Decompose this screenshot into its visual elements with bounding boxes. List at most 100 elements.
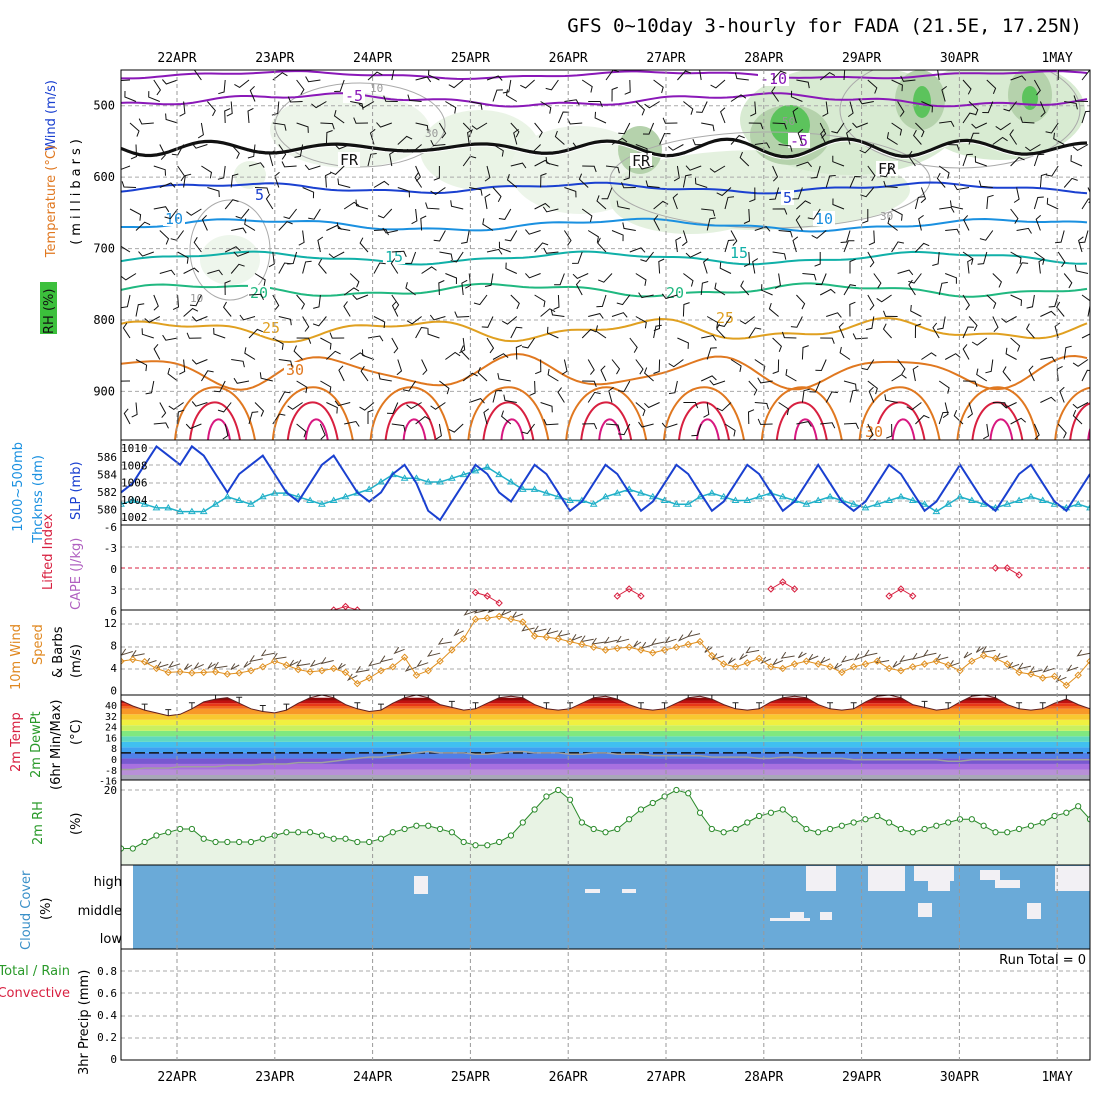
wind10-point [826,663,834,671]
wind10-barb [230,663,240,670]
wind-barb [682,174,692,188]
wind-barb [271,101,280,116]
wind10-point [389,663,397,671]
wind-barb [526,144,541,154]
rh2m-point [342,835,349,842]
temp-minmax [377,703,384,711]
wind-barb [992,402,1008,409]
wind-barb [811,230,827,239]
wind-barb [450,251,464,263]
wind-barb [976,368,988,382]
wind-barb [406,144,422,153]
thickness-point [956,492,964,500]
cloud-gap [1055,866,1090,891]
temp-minmax [782,695,784,698]
wind10-barb [437,637,452,645]
wind-barb [750,101,757,117]
wind10-point [188,669,196,677]
wind-barb [658,258,665,274]
ylabel-thickness-2: Thcknss (dm) [31,455,46,544]
wind-barb [709,165,726,173]
wind10-barb [1066,664,1079,672]
ylabel-cloud-2: (%) [39,898,54,921]
date-label-bottom: 30APR [940,1070,979,1085]
wind-barb [1033,423,1040,440]
wind-barb [367,153,377,167]
wind-barb [739,316,756,325]
rh2m-point [720,829,727,836]
wind-barb [281,161,297,168]
tick-slp: 1004 [121,494,148,507]
date-label-top: 27APR [646,51,685,66]
rh-label: 30 [425,127,438,140]
rh2m-point [732,825,739,833]
wind-barb [730,359,742,372]
wind-barb [683,273,694,287]
wind-barb [498,241,511,253]
temp-minmax [687,695,689,698]
wind-barb [415,415,431,425]
isotherm-label: 10 [815,210,833,228]
thickness-point [128,496,137,503]
wind-barb [1070,155,1083,167]
temp-minmax [732,702,739,709]
wind-barb [572,142,589,149]
rh2m-point [129,845,136,852]
wind-barb [135,221,151,231]
temp-minmax [283,703,290,711]
rh2m-point [425,822,432,829]
wind-barb [748,380,758,396]
wind-barb [1046,197,1059,210]
wind-barb [815,359,827,372]
wind-barb [535,359,542,375]
wind-barb [714,282,726,296]
wind-barb [1064,101,1078,110]
wind-barb [171,144,185,156]
thickness-point [778,492,787,500]
thickness-point [247,500,255,507]
rh2m-point [484,842,491,849]
wind-barb [852,333,868,340]
wind10-barb [892,661,902,668]
rh2m-point [602,829,609,836]
wind-barb [506,174,518,188]
isotherm-20 [121,282,1088,298]
isotherm-label-bg [163,211,185,226]
wind-barb [757,377,773,384]
lifted-index-point [790,585,799,593]
wind-barb [1009,129,1018,145]
wind-barb [986,79,997,94]
ylabel-temp2m-3: (6hr Min/Max) [49,700,64,790]
wind10-barb [745,646,760,654]
wind10-point [909,663,917,671]
wind-barb [796,161,812,168]
isotherm-label: 25 [716,309,734,327]
wind10-point [176,668,184,676]
tick-precip: 0.8 [97,965,117,978]
wind-barb [191,143,208,149]
wind-barb [661,293,678,300]
temp-minmax [404,695,406,698]
thickness-point [424,478,433,485]
wind-barb [914,196,925,210]
thickness-point [223,492,232,500]
wind-barb [334,144,351,150]
wind-barb [1016,227,1032,234]
wind-barb [287,96,303,103]
wind-barb [1078,236,1084,253]
wind-barb [1024,144,1041,152]
wind-barb [710,79,726,89]
wind-barb [692,139,708,146]
wind10-point [956,667,964,675]
wind-barb [153,165,166,176]
temp-minmax [1039,702,1046,709]
wind-barb [153,294,159,311]
wind-barb [921,101,933,113]
cloud-panel: high middle low [78,865,1090,949]
wind-barb [897,269,914,276]
wind-barb [367,71,383,81]
wind-barb [843,422,859,430]
wind-barb [882,323,892,339]
rh2m-point [826,825,834,833]
wind-barb [653,214,661,231]
